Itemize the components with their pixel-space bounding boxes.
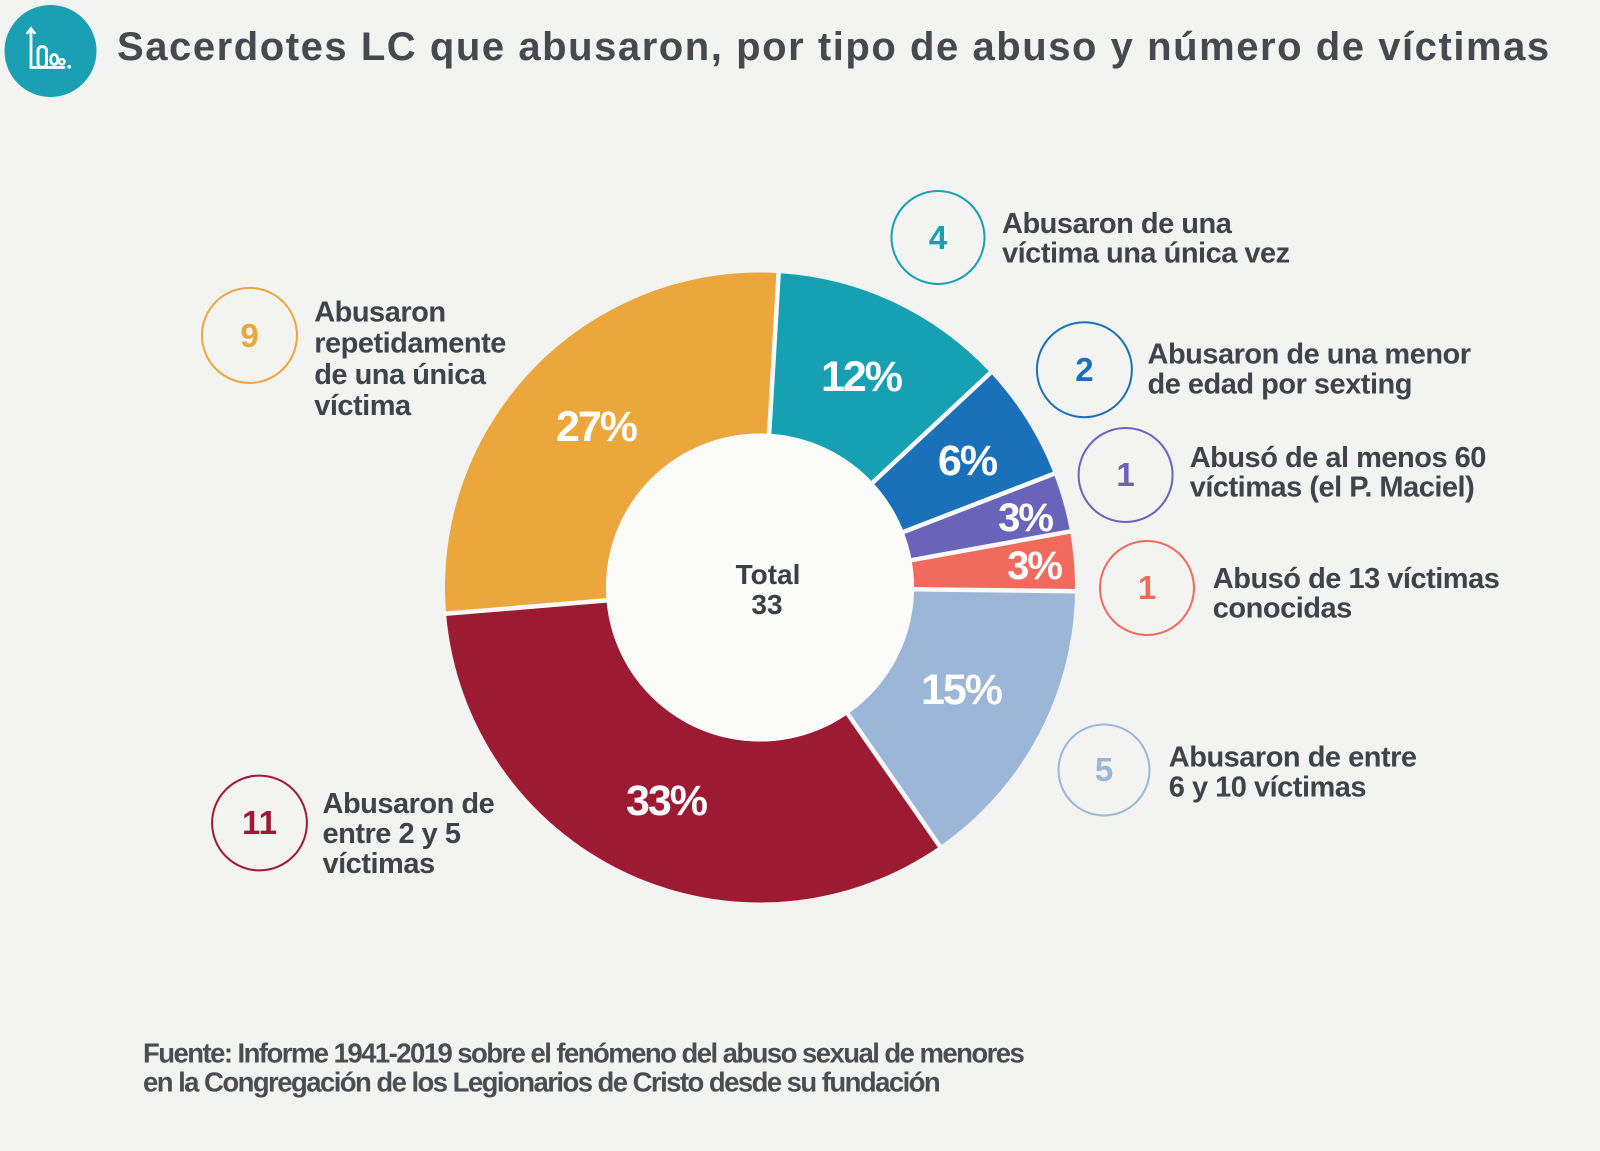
svg-text:en la Congregación de los Legi: en la Congregación de los Legionarios de…	[143, 1067, 940, 1098]
svg-text:4: 4	[929, 219, 948, 256]
svg-text:2: 2	[1075, 351, 1093, 388]
svg-text:33%: 33%	[626, 777, 708, 825]
svg-text:repetidamente: repetidamente	[314, 328, 506, 360]
svg-text:12%: 12%	[821, 353, 903, 401]
svg-text:27%: 27%	[556, 403, 638, 451]
svg-text:Abusaron de: Abusaron de	[323, 788, 495, 820]
svg-text:Abusaron: Abusaron	[314, 296, 445, 328]
svg-text:9: 9	[240, 317, 258, 354]
svg-text:de una única: de una única	[314, 359, 487, 391]
svg-text:víctima una única vez: víctima una única vez	[1002, 238, 1290, 270]
svg-text:entre 2 y 5: entre 2 y 5	[323, 818, 461, 850]
svg-text:6%: 6%	[938, 437, 998, 485]
svg-text:Abusó de al menos 60: Abusó de al menos 60	[1190, 442, 1486, 474]
svg-text:3%: 3%	[998, 496, 1053, 540]
svg-text:3%: 3%	[1007, 544, 1062, 588]
svg-text:Abusaron de una menor: Abusaron de una menor	[1148, 339, 1471, 371]
svg-text:6 y 10 víctimas: 6 y 10 víctimas	[1169, 771, 1366, 803]
svg-text:de edad por sexting: de edad por sexting	[1148, 368, 1412, 400]
svg-text:Abusó de 13 víctimas: Abusó de 13 víctimas	[1213, 563, 1500, 595]
svg-text:Abusaron de entre: Abusaron de entre	[1169, 741, 1417, 773]
svg-text:33: 33	[751, 589, 782, 620]
svg-text:víctimas: víctimas	[323, 848, 435, 880]
svg-text:Abusaron de una: Abusaron de una	[1002, 208, 1233, 240]
svg-text:11: 11	[242, 804, 277, 841]
svg-text:Fuente: Informe 1941-2019 sobr: Fuente: Informe 1941-2019 sobre el fenóm…	[143, 1037, 1025, 1068]
svg-text:5: 5	[1095, 751, 1113, 788]
svg-text:15%: 15%	[921, 666, 1003, 714]
svg-text:1: 1	[1116, 456, 1134, 493]
svg-text:víctima: víctima	[314, 390, 412, 422]
svg-text:víctimas (el P. Maciel): víctimas (el P. Maciel)	[1190, 472, 1475, 504]
svg-text:Total: Total	[736, 559, 801, 590]
svg-text:1: 1	[1138, 569, 1156, 606]
svg-text:conocidas: conocidas	[1213, 593, 1352, 625]
svg-text:Sacerdotes LC que abusaron, po: Sacerdotes LC que abusaron, por tipo de …	[117, 25, 1551, 69]
